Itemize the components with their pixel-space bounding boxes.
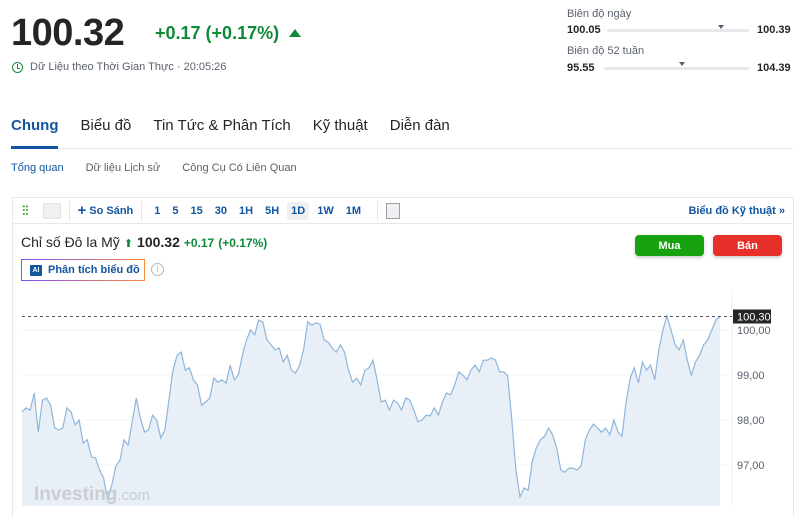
realtime-status: Dữ Liệu theo Thời Gian Thực · 20:05:26 bbox=[12, 61, 226, 73]
timeframe-5H[interactable]: 5H bbox=[265, 204, 280, 217]
compare-button[interactable]: So Sánh bbox=[89, 204, 134, 217]
last-price-label: 100,30 bbox=[737, 312, 771, 324]
subtab-overview[interactable]: Tổng quan bbox=[11, 162, 64, 174]
subtab-related[interactable]: Công Cụ Có Liên Quan bbox=[182, 162, 297, 174]
timeframe-15[interactable]: 15 bbox=[190, 204, 203, 217]
divider bbox=[141, 200, 143, 221]
price-line bbox=[21, 313, 721, 501]
price-area bbox=[22, 316, 720, 506]
timeframe-5[interactable]: 5 bbox=[172, 204, 179, 217]
timeframe-30[interactable]: 30 bbox=[214, 204, 228, 217]
sub-tabs: Tổng quan Dữ liệu Lịch sử Công Cụ Có Liê… bbox=[11, 162, 319, 174]
chart-card bbox=[12, 197, 794, 517]
tab-technical[interactable]: Kỹ thuật bbox=[312, 117, 368, 134]
sell-button[interactable]: Bán bbox=[713, 235, 782, 256]
year-range-low: 95.55 bbox=[567, 62, 595, 74]
year-range-marker bbox=[679, 62, 685, 66]
plus-icon: + bbox=[77, 202, 87, 219]
instrument-change: +0.17 bbox=[183, 236, 215, 250]
technical-chart-link[interactable]: Biểu đồ Kỹ thuật » bbox=[688, 204, 785, 217]
instrument-change-pct: (+0.17%) bbox=[218, 236, 268, 250]
tab-news[interactable]: Tin Tức & Phân Tích bbox=[153, 117, 291, 134]
divider bbox=[377, 200, 378, 221]
price: 100.32 bbox=[11, 12, 125, 54]
day-range-low: 100.05 bbox=[567, 24, 601, 36]
timeframes: 1 5 15 30 1H 5H 1D 1W 1M bbox=[150, 201, 369, 220]
day-range-label: Biên độ ngày bbox=[567, 8, 632, 20]
info-icon[interactable]: i bbox=[151, 263, 164, 276]
ai-icon: AI bbox=[30, 264, 42, 276]
y-tick-label: 98,00 bbox=[737, 415, 765, 427]
tabs-divider bbox=[11, 148, 793, 149]
day-range-marker bbox=[718, 25, 724, 29]
timeframe-1W[interactable]: 1W bbox=[317, 204, 334, 217]
price-change: +0.17 (+0.17%) bbox=[155, 23, 280, 43]
last-price-tag bbox=[733, 309, 771, 324]
instrument-name: Chỉ số Đô la Mỹ bbox=[21, 234, 120, 250]
year-range-bar bbox=[604, 67, 749, 70]
y-tick-label: 97,00 bbox=[737, 460, 765, 472]
subtab-historical[interactable]: Dữ liệu Lịch sử bbox=[85, 162, 161, 174]
timeframe-1M[interactable]: 1M bbox=[345, 204, 361, 217]
instrument-header: Chỉ số Đô la Mỹ ⬆ 100.32 +0.17 (+0.17%) bbox=[21, 234, 267, 250]
main-tabs: Chung Biểu đồ Tin Tức & Phân Tích Kỹ thu… bbox=[11, 117, 472, 134]
area-chart-icon[interactable] bbox=[42, 202, 61, 219]
price-chart: 100,00 99,00 98,00 97,00 100,30 Investing.c… bbox=[21, 290, 771, 506]
chart-toolbar: ⫶⫶ + So Sánh 1 5 15 30 1H 5H 1D 1W 1M Biểu đồ Kỹ… bbox=[13, 198, 793, 224]
year-range-label: Biên độ 52 tuần bbox=[567, 45, 645, 57]
realtime-label: Dữ Liệu theo Thời Gian Thực · 20:05:26 bbox=[30, 61, 227, 73]
ai-analysis-label: Phân tích biểu đồ bbox=[48, 264, 140, 276]
news-icon[interactable] bbox=[386, 202, 400, 219]
active-tab-indicator bbox=[11, 146, 58, 149]
arrow-up-icon: ⬆ bbox=[123, 238, 134, 250]
arrow-up-icon bbox=[289, 29, 301, 37]
tab-overview[interactable]: Chung bbox=[11, 117, 59, 134]
buy-button[interactable]: Mua bbox=[635, 235, 704, 256]
clock-icon bbox=[12, 61, 23, 73]
tab-forum[interactable]: Diễn đàn bbox=[389, 117, 450, 134]
y-tick-label: 99,00 bbox=[737, 370, 765, 382]
investing-logo: Investing.com bbox=[34, 484, 150, 505]
y-tick-label: 100,00 bbox=[737, 325, 771, 337]
timeframe-1H[interactable]: 1H bbox=[239, 204, 254, 217]
day-range-high: 100.39 bbox=[757, 24, 791, 36]
timeframe-1[interactable]: 1 bbox=[154, 204, 161, 217]
tab-chart[interactable]: Biểu đồ bbox=[80, 117, 132, 134]
divider bbox=[68, 200, 70, 221]
ai-analysis-button[interactable]: AI Phân tích biểu đồ bbox=[21, 259, 145, 281]
instrument-price: 100.32 bbox=[137, 234, 180, 250]
day-range-bar bbox=[607, 29, 749, 32]
timeframe-1D[interactable]: 1D bbox=[287, 201, 310, 220]
year-range-high: 104.39 bbox=[757, 62, 791, 74]
candlestick-icon[interactable]: ⫶⫶ bbox=[22, 202, 29, 218]
